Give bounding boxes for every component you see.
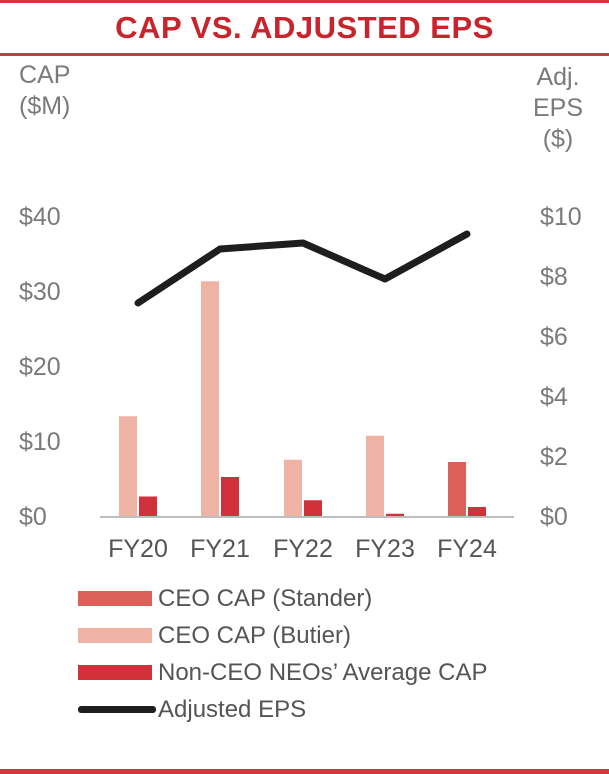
legend-swatch-stander (78, 591, 152, 606)
legend-label-adjusted-eps: Adjusted EPS (158, 695, 307, 723)
bar-butier-fy23 (366, 435, 384, 516)
legend-swatch-adjusted-eps (78, 706, 156, 713)
bar-butier-fy21 (201, 281, 219, 516)
legend-item-stander: CEO CAP (Stander) (78, 580, 487, 617)
left-axis-tick-label: $10 (19, 428, 61, 456)
legend-swatch-butier (78, 628, 152, 643)
bottom-rule (0, 769, 609, 774)
chart: $0 $10 $20 $30 $40 $0 $2 $4 $6 $8 $10 FY20 FY21 FY22 F… (19, 203, 582, 563)
left-axis-tick-label: $0 (19, 503, 47, 531)
x-axis-tick-label-fy23: FY23 (355, 535, 415, 563)
bar-non-ceo-fy21 (221, 477, 239, 516)
right-axis-title: Adj. EPS ($) (532, 63, 583, 153)
chart-title: CAP VS. ADJUSTED EPS (115, 10, 494, 45)
legend-label-stander: CEO CAP (Stander) (158, 584, 373, 612)
series-line-adjusted-eps (134, 230, 471, 307)
legend-item-adjusted-eps: Adjusted EPS (78, 691, 487, 728)
left-axis-title: CAP ($M) (19, 61, 71, 120)
x-axis-tick-label-fy22: FY22 (273, 535, 333, 563)
bar-non-ceo-fy22 (304, 500, 322, 516)
left-axis-tick-label: $20 (19, 353, 61, 381)
right-axis-tick-label: $6 (540, 323, 568, 351)
legend-label-non-ceo: Non-CEO NEOs’ Average CAP (158, 658, 488, 686)
legend: CEO CAP (Stander) CEO CAP (Butier) Non-C… (78, 580, 487, 728)
right-axis-tick-label: $2 (540, 443, 568, 471)
bar-non-ceo-fy24 (468, 507, 486, 516)
legend-label-butier: CEO CAP (Butier) (158, 621, 351, 649)
x-axis-tick-label-fy24: FY24 (437, 535, 497, 563)
left-axis-tick-label: $30 (19, 278, 61, 306)
legend-item-butier: CEO CAP (Butier) (78, 617, 487, 654)
bar-non-ceo-fy20 (139, 496, 157, 516)
bar-butier-fy22 (284, 459, 302, 516)
left-axis-tick-label: $40 (19, 203, 61, 231)
x-axis-tick-label-fy20: FY20 (108, 535, 168, 563)
right-axis-tick-label: $10 (540, 203, 582, 231)
bar-butier-fy20 (119, 416, 137, 516)
right-axis-tick-label: $4 (540, 383, 568, 411)
right-axis-tick-label: $0 (540, 503, 568, 531)
title-underline (0, 53, 609, 56)
x-axis-tick-label-fy21: FY21 (190, 535, 250, 563)
right-axis-tick-label: $8 (540, 263, 568, 291)
top-rule (0, 0, 609, 3)
bar-stander-fy24 (448, 462, 466, 516)
bar-non-ceo-fy23 (386, 513, 404, 516)
legend-item-non-ceo: Non-CEO NEOs’ Average CAP (78, 654, 487, 691)
legend-swatch-non-ceo (78, 665, 152, 680)
